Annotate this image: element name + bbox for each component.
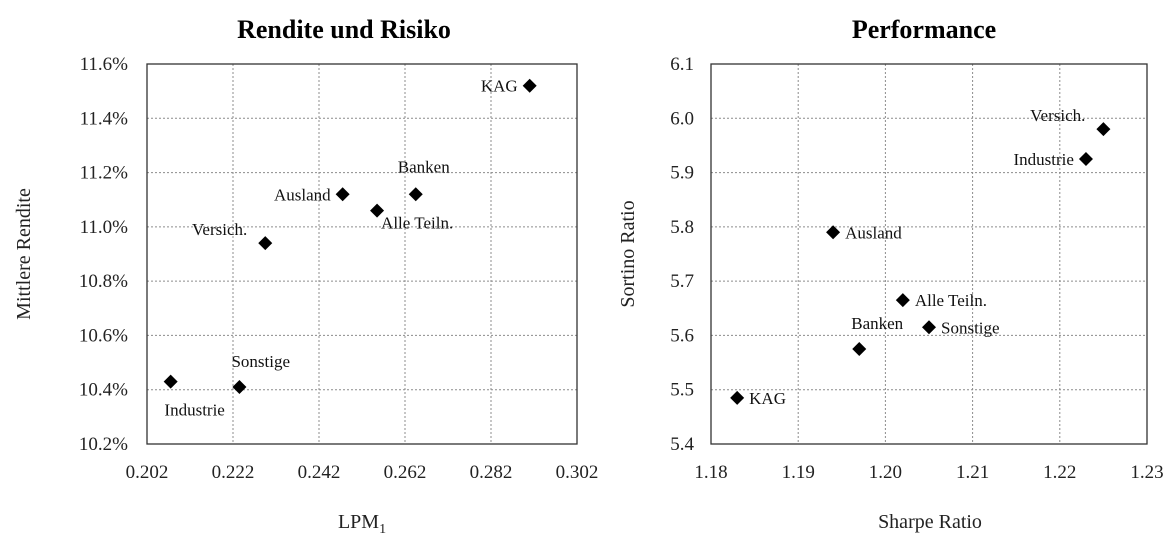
chart-rendite-und-risiko: Rendite und Risiko 10.2%10.4%10.6%10.8%1…: [13, 15, 598, 537]
point-marker: [826, 225, 841, 240]
y-tick-label: 5.4: [670, 434, 694, 455]
x-tick-label: 1.18: [694, 462, 727, 483]
y-tick-label: 5.6: [670, 325, 694, 346]
point-marker: [1096, 122, 1111, 137]
point-label: Sonstige: [941, 318, 1000, 337]
point-label: KAG: [749, 389, 786, 408]
point-label: Alle Teiln.: [381, 214, 453, 233]
point-label: Ausland: [274, 185, 331, 204]
chart-title: Performance: [852, 15, 996, 44]
y-tick-label: 11.4%: [80, 108, 129, 129]
point-label: Industrie: [1014, 150, 1074, 169]
point-label: Industrie: [164, 401, 224, 420]
x-axis-label: LPM1: [338, 511, 386, 537]
x-tick-label: 1.19: [782, 462, 815, 483]
grid: [711, 64, 1147, 444]
x-tick-label: 0.242: [298, 462, 341, 483]
y-tick-label: 11.6%: [80, 54, 129, 75]
y-tick-label: 5.7: [670, 271, 694, 292]
y-tick-label: 10.8%: [79, 271, 128, 292]
y-tick-label: 10.2%: [79, 434, 128, 455]
y-axis-label: Mittlere Rendite: [13, 188, 35, 320]
y-tick-label: 5.5: [670, 380, 694, 401]
point-label: Versich.: [192, 220, 247, 239]
x-tick-label: 1.22: [1043, 462, 1076, 483]
data-points: KAG Banken Ausland Alle Teiln. Versich. Indus…: [163, 77, 537, 420]
y-tick-label: 10.4%: [79, 380, 128, 401]
point-marker: [258, 236, 273, 251]
x-tick-label: 0.262: [384, 462, 427, 483]
y-tick-label: 6.0: [670, 108, 694, 129]
point-marker: [335, 187, 350, 202]
point-label: Ausland: [845, 223, 902, 242]
point-marker: [370, 203, 385, 218]
x-tick-label: 1.23: [1130, 462, 1163, 483]
grid: [147, 64, 577, 444]
point-marker: [730, 390, 745, 405]
point-label: KAG: [481, 77, 518, 96]
point-marker: [895, 293, 910, 308]
y-tick-label: 11.0%: [80, 217, 129, 238]
x-axis-label-main: LPM: [338, 511, 379, 533]
point-label: Alle Teiln.: [915, 291, 987, 310]
x-tick-labels: 0.202 0.222 0.242 0.262 0.282 0.302: [126, 462, 599, 483]
plot-frame: [146, 63, 578, 445]
x-axis-label-subscript: 1: [379, 522, 386, 537]
y-tick-label: 10.6%: [79, 325, 128, 346]
chart-performance: Performance 5.4 5.5 5.6 5.7 5.8 5.9 6.0 6.1 1.1…: [617, 15, 1164, 533]
x-tick-label: 0.282: [470, 462, 513, 483]
y-tick-labels: 10.2% 10.4% 10.6% 10.8% 11.0% 11.2% 11.4% 11.6%: [79, 54, 128, 455]
point-marker: [522, 78, 537, 93]
y-axis-label: Sortino Ratio: [617, 200, 639, 307]
point-marker: [163, 374, 178, 389]
x-tick-labels: 1.18 1.19 1.20 1.21 1.22 1.23: [694, 462, 1163, 483]
point-marker: [1078, 152, 1093, 166]
point-label: Banken: [851, 314, 903, 333]
x-axis-label: Sharpe Ratio: [878, 511, 982, 533]
point-marker: [922, 320, 936, 335]
point-marker: [852, 342, 867, 356]
y-tick-label: 5.9: [670, 163, 694, 184]
chart-title: Rendite und Risiko: [237, 15, 451, 44]
point-marker: [408, 187, 423, 202]
x-tick-label: 0.302: [556, 462, 599, 483]
y-tick-labels: 5.4 5.5 5.6 5.7 5.8 5.9 6.0 6.1: [670, 54, 694, 455]
x-tick-label: 0.222: [212, 462, 255, 483]
point-label: Banken: [398, 157, 450, 176]
plot-frame: [710, 63, 1148, 445]
x-tick-label: 1.21: [956, 462, 989, 483]
y-tick-label: 5.8: [670, 217, 694, 238]
point-marker: [232, 380, 247, 394]
y-tick-label: 6.1: [670, 54, 694, 75]
data-points: Versich. Industrie Ausland Alle Teiln. Sonst…: [730, 106, 1111, 408]
y-tick-label: 11.2%: [80, 163, 129, 184]
x-tick-label: 1.20: [869, 462, 902, 483]
point-label: Sonstige: [231, 352, 290, 371]
point-label: Versich.: [1030, 106, 1085, 125]
x-tick-label: 0.202: [126, 462, 169, 483]
